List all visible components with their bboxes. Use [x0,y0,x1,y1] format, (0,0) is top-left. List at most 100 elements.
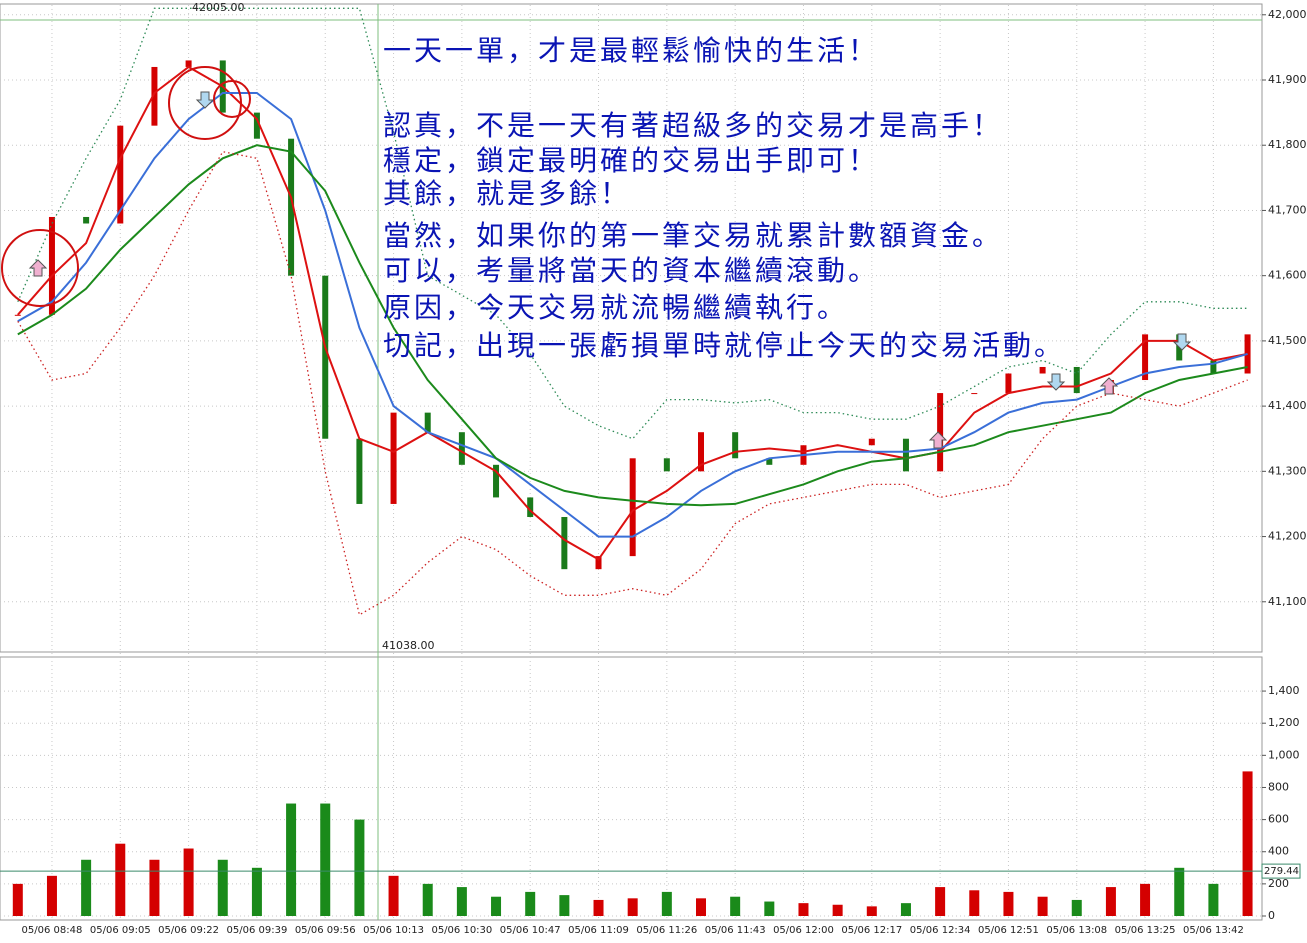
x-tick-label: 05/06 11:09 [568,925,629,936]
line-series [17,92,1248,538]
volume-bar [764,901,775,916]
candle [390,412,397,504]
volume-bar [866,906,877,916]
y-tick-label: 1,200 [1268,716,1300,729]
annotation: 認真，不是一天有著超級多的交易才是高手！ [383,109,1003,142]
sell-arrow [1172,333,1192,351]
current-label: 279.44 [1264,866,1299,877]
line-series [17,144,1248,507]
volume-bar [1174,867,1185,916]
candle [595,556,602,570]
y-tick-label: 42,000 [1268,8,1307,21]
x-tick-label: 05/06 12:34 [910,925,971,936]
volume-bar [320,803,331,916]
annotation: 可以，考量將當天的資本繼續滾動。 [383,254,879,287]
candle [1210,360,1217,374]
volume-bar [969,890,980,916]
y-tick-label: 600 [1268,813,1289,826]
volume-bar [286,803,297,916]
y-tick-label: 41,700 [1268,203,1307,216]
candle [629,458,636,557]
sell-arrow [195,91,215,109]
volume-bar [593,899,604,916]
y-tick-label: 41,400 [1268,399,1307,412]
candle [561,516,568,570]
volume-bar [354,819,365,916]
annotation: 切記，出現一張虧損單時就停止今天的交易活動。 [383,329,1065,362]
sell-arrow [1046,373,1066,391]
candle [83,216,90,224]
y-tick-label: 41,300 [1268,464,1307,477]
volume-bar [183,848,194,916]
volume-bar [251,867,262,916]
candle [151,66,158,126]
volume-bar [422,883,433,916]
candle [1005,373,1012,394]
volume-bar [1140,883,1151,916]
candle [493,464,500,498]
x-tick-label: 05/06 13:08 [1046,925,1107,936]
volume-bar [559,895,570,916]
line-series [17,150,1248,616]
x-tick-label: 05/06 13:25 [1115,925,1176,936]
y-tick-label: 800 [1268,780,1289,793]
candle [698,432,704,472]
x-tick-label: 05/06 10:47 [500,925,561,936]
x-tick-label: 05/06 10:30 [431,925,492,936]
candle [868,438,875,446]
candle [253,112,260,139]
volume-bar [1003,891,1014,916]
annotation: 穩定，鎖定最明確的交易出手即可！ [383,144,879,177]
volume-bar [46,875,57,916]
y-tick-label: 41,900 [1268,73,1307,86]
annotation: 當然，如果你的第一筆交易就累計數額資金。 [383,219,1003,252]
y-tick-label: 41,800 [1268,138,1307,151]
candle [356,438,363,504]
candle [322,275,329,439]
buy-arrow [1099,377,1119,395]
candle [48,216,55,315]
candle [1039,366,1046,374]
volume-bar [149,859,160,916]
current-box [1261,863,1301,879]
candle [902,438,909,472]
x-tick-label: 05/06 12:51 [978,925,1039,936]
line-series [17,65,1248,561]
volume-bar [456,887,467,916]
candle [185,60,192,67]
high-label: 42005.00 [192,1,245,14]
y-tick-label: 41,200 [1268,530,1307,543]
x-tick-label: 05/06 09:05 [90,925,151,936]
volume-bar [388,875,399,916]
x-tick-label: 05/06 11:43 [705,925,766,936]
y-tick-label: 400 [1268,845,1289,858]
candle [527,497,534,517]
x-tick-label: 05/06 09:22 [158,925,219,936]
x-tick-label: 05/06 13:42 [1183,925,1244,936]
volume-bar [1071,899,1082,916]
y-tick-label: 1,400 [1268,684,1300,697]
annotation: 其餘，就是多餘！ [383,177,631,210]
y-tick-label: 200 [1268,877,1289,890]
volume-bar [832,904,843,916]
y-tick-label: 1,000 [1268,748,1300,761]
candle [424,412,431,433]
x-tick-label: 05/06 11:26 [636,925,697,936]
volume-bar [900,903,911,916]
buy-arrow [28,259,48,277]
x-tick-label: 05/06 08:48 [22,925,83,936]
candle [971,393,978,395]
line-series [17,7,1248,440]
candle [458,432,465,465]
volume-bar [1208,883,1219,916]
y-tick-label: 41,500 [1268,334,1307,347]
volume-bar [627,898,638,916]
volume-bar [525,891,536,916]
x-tick-label: 05/06 09:56 [295,925,356,936]
y-tick-label: 41,100 [1268,595,1307,608]
x-tick-label: 05/06 12:00 [773,925,834,936]
candle [1142,334,1149,381]
highlight-circle [1,229,79,307]
volume-bar [491,896,502,916]
